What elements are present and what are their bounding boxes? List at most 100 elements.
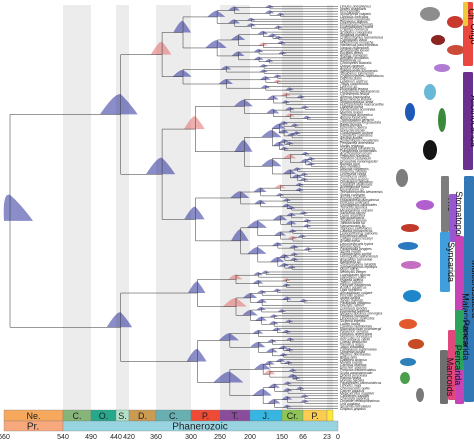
node-density — [282, 169, 297, 174]
organism-silhouettes — [396, 7, 465, 402]
taxon-label: Lepidurus arcticus — [340, 79, 368, 83]
taxon-label: Daphnia pulex — [340, 77, 362, 81]
clade-label: Multicrustacea — [470, 260, 474, 318]
taxon-label: Euphausia superba — [340, 309, 369, 313]
tick-label: 150 — [276, 434, 288, 440]
taxon-label: Callinectes sapidus — [340, 394, 370, 398]
node-density — [184, 116, 205, 130]
node-density — [233, 99, 254, 107]
node-density — [252, 279, 264, 284]
taxon-label: Ocypode ceratophthalmus — [340, 399, 380, 403]
taxon-label: Aeshna juncea — [339, 136, 363, 140]
taxon-label: Munida rugosa — [340, 360, 363, 364]
taxon-label: Meganyctiphanes norvegica — [340, 311, 382, 315]
node-density — [256, 290, 267, 294]
taxon-label: Lophogaster typicus — [340, 273, 371, 277]
node-density — [184, 206, 205, 220]
taxon-label: Sandersiella acuminata — [340, 108, 375, 112]
node-density — [296, 95, 305, 98]
period-label: C. — [73, 411, 82, 421]
node-density — [284, 347, 294, 351]
taxon-label: Craterostigmus tasmanianus — [340, 35, 383, 39]
node-density — [273, 74, 282, 78]
clade-bar — [440, 232, 450, 292]
taxon-label: Penaeus vannamei — [340, 314, 369, 318]
taxon-label: Cherax destructor — [340, 340, 368, 344]
taxon-label: Catajapyx aquilonaris — [340, 182, 373, 186]
node-density — [288, 368, 297, 372]
taxon-label: Galathea strigosa — [340, 358, 367, 362]
remipede-silhouette — [434, 64, 450, 72]
node-density — [220, 65, 232, 70]
node-density — [213, 371, 244, 383]
node-density — [282, 283, 291, 287]
taxon-label: Lynceus sp. — [340, 84, 358, 88]
node-density — [187, 281, 206, 294]
node-density — [302, 218, 312, 222]
node-density — [306, 162, 315, 165]
taxon-label: Hansenocaris sp. — [340, 224, 366, 228]
node-density — [273, 79, 282, 83]
taxon-label: Triops cancriformis — [340, 82, 369, 86]
period-band — [156, 5, 191, 418]
clade-bar — [440, 350, 448, 404]
lobster-silhouette — [399, 319, 417, 329]
taxon-label: Lightiella incisa — [340, 105, 363, 109]
taxon-label: Macrobrachium rosenbergii — [340, 327, 381, 331]
node-density — [246, 220, 267, 228]
node-density — [299, 158, 311, 163]
node-density — [228, 274, 243, 280]
node-density — [247, 247, 267, 254]
node-density — [253, 56, 264, 60]
thecostracan-silhouette — [396, 169, 408, 187]
node-density — [285, 87, 294, 91]
taxon-label: Lithodes maja — [340, 384, 361, 388]
geologic-period-bands — [63, 5, 333, 418]
taxon-label: Baetis pumilus — [340, 123, 362, 127]
taxon-label: Lepeophtheirus salmonis — [340, 231, 378, 235]
eon-box — [62, 420, 339, 432]
clade-bar — [448, 330, 456, 400]
taxon-label: Pollicipes pollicipes — [340, 201, 370, 205]
ostracod-silhouette — [447, 16, 463, 28]
taxon-label: Ixodes scapularis — [340, 7, 367, 11]
node-density — [253, 272, 263, 276]
node-density — [265, 348, 278, 353]
node-density — [267, 339, 277, 343]
taxon-label: Caridina multidentata — [340, 324, 372, 328]
taxon-label: Argulus foliaceus — [339, 66, 366, 70]
taxon-label: Asellus aquaticus — [339, 286, 367, 290]
period-label: P. — [202, 411, 209, 421]
taxon-label: Derocheilocaris typica — [340, 242, 373, 246]
node-density — [146, 157, 176, 175]
taxon-label: Thermobia domestica — [340, 113, 373, 117]
node-density — [287, 373, 298, 378]
node-density — [269, 256, 285, 262]
taxon-label: Palaemon serratus — [340, 330, 369, 334]
taxon-label: Paranebalia longipes — [340, 247, 372, 251]
shrimp-silhouette — [408, 339, 424, 349]
node-density — [272, 215, 288, 221]
node-density — [253, 363, 271, 370]
node-density — [289, 244, 299, 249]
taxon-label: Polyxenus lagurus — [340, 20, 368, 24]
node-density — [278, 345, 289, 349]
node-density — [259, 69, 268, 73]
tick-label: 660 — [0, 434, 10, 440]
node-density — [269, 314, 278, 318]
period-label: Ne. — [26, 411, 40, 421]
clade-bar — [449, 194, 457, 242]
taxon-label: Nephrops norvegicus — [340, 335, 372, 339]
node-density — [274, 184, 286, 189]
node-density — [285, 106, 295, 111]
taxon-label: Harbansus paucichelatus — [340, 43, 378, 47]
node-density — [231, 51, 245, 56]
mysid-silhouette — [400, 372, 410, 384]
syncarid-silhouette — [398, 242, 418, 250]
node-density — [253, 187, 267, 193]
taxon-label: Zootermopsis nevadensis — [339, 139, 379, 143]
node-density — [302, 115, 312, 119]
clade-bar — [463, 72, 473, 170]
clade-bar — [463, 2, 468, 26]
